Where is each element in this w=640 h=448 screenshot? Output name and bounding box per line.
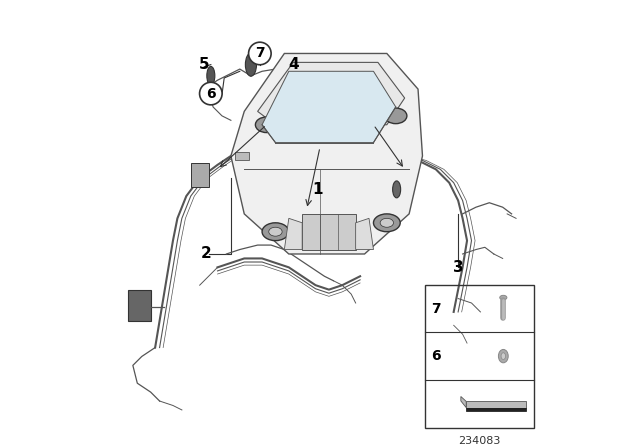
- Bar: [466, 408, 526, 411]
- Ellipse shape: [269, 227, 282, 236]
- Ellipse shape: [392, 181, 401, 198]
- Bar: [302, 214, 356, 250]
- Polygon shape: [262, 71, 396, 142]
- Ellipse shape: [311, 80, 320, 99]
- Bar: [466, 401, 526, 408]
- Text: 234083: 234083: [458, 436, 500, 446]
- Text: 5: 5: [199, 57, 209, 72]
- Ellipse shape: [207, 66, 215, 85]
- Text: 4: 4: [288, 57, 299, 72]
- Text: 3: 3: [453, 260, 463, 275]
- Bar: [236, 152, 249, 160]
- Polygon shape: [231, 53, 422, 254]
- Ellipse shape: [380, 218, 394, 227]
- Polygon shape: [284, 218, 302, 250]
- Text: 7: 7: [255, 47, 265, 60]
- Ellipse shape: [255, 117, 278, 133]
- Ellipse shape: [501, 353, 506, 359]
- Polygon shape: [461, 396, 466, 408]
- Ellipse shape: [499, 349, 508, 363]
- Polygon shape: [356, 218, 374, 250]
- Bar: [129, 290, 150, 321]
- Ellipse shape: [500, 295, 507, 300]
- Circle shape: [248, 42, 271, 65]
- Ellipse shape: [374, 214, 400, 232]
- Text: 6: 6: [431, 349, 441, 363]
- Bar: [425, 285, 534, 428]
- Circle shape: [200, 82, 222, 105]
- Bar: [191, 163, 209, 187]
- Text: 6: 6: [206, 86, 216, 100]
- Ellipse shape: [245, 53, 257, 76]
- Ellipse shape: [385, 108, 407, 124]
- Text: 2: 2: [201, 246, 212, 262]
- Polygon shape: [258, 62, 404, 125]
- Text: 7: 7: [431, 302, 441, 316]
- Text: 1: 1: [312, 182, 323, 197]
- Ellipse shape: [262, 223, 289, 241]
